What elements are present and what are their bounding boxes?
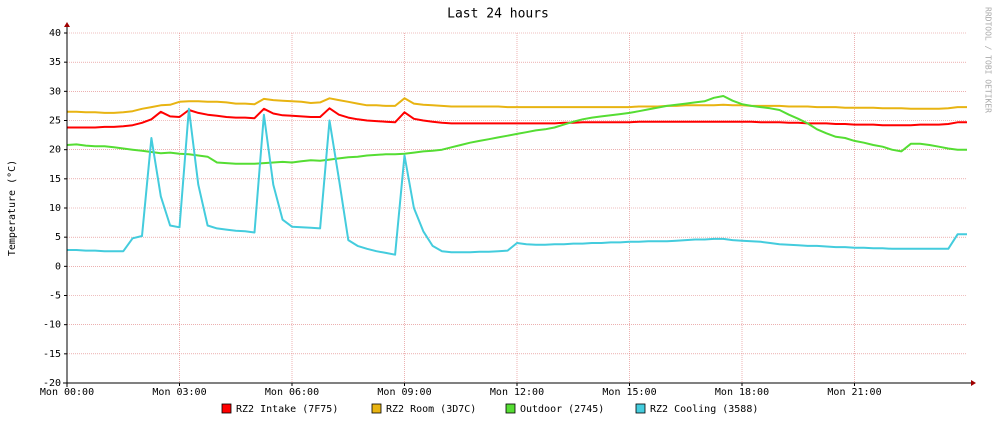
y-tick-label: 0 — [55, 261, 61, 272]
legend-swatch — [371, 403, 382, 414]
y-tick-label: 15 — [49, 174, 61, 185]
y-tick-label: 5 — [55, 232, 61, 243]
y-tick-label: -15 — [43, 349, 61, 360]
legend-swatch — [505, 403, 516, 414]
legend-label: RZ2 Intake (7F75) — [236, 404, 338, 415]
y-tick-label: 35 — [49, 57, 61, 68]
x-tick-label: Mon 09:00 — [377, 387, 431, 398]
y-tick-label: 40 — [49, 28, 61, 39]
x-tick-label: Mon 21:00 — [827, 387, 881, 398]
x-axis-arrow — [971, 380, 976, 386]
y-tick-label: -20 — [43, 378, 61, 389]
chart-title: Last 24 hours — [447, 7, 549, 22]
watermark: RRDTOOL / TOBI OETIKER — [984, 7, 993, 113]
y-tick-label: -10 — [43, 320, 61, 331]
y-tick-label: 25 — [49, 116, 61, 127]
y-tick-label: 20 — [49, 145, 61, 156]
y-tick-label: 30 — [49, 86, 61, 97]
y-axis-arrow — [64, 22, 70, 27]
x-tick-label: Mon 03:00 — [152, 387, 206, 398]
series-line — [67, 107, 967, 256]
x-tick-label: Mon 15:00 — [602, 387, 656, 398]
x-tick-label: Mon 18:00 — [715, 387, 769, 398]
series-line — [67, 107, 967, 129]
legend-swatch — [635, 403, 646, 414]
legend-swatch — [221, 403, 232, 414]
series-line — [67, 97, 967, 114]
x-tick-label: Mon 06:00 — [265, 387, 319, 398]
legend-label: Outdoor (2745) — [520, 404, 604, 415]
y-tick-label: -5 — [49, 291, 61, 302]
x-tick-label: Mon 12:00 — [490, 387, 544, 398]
series-line — [66, 95, 967, 165]
y-axis-label: Temperature (°C) — [7, 160, 18, 256]
x-tick-label: Mon 00:00 — [40, 387, 94, 398]
legend-label: RZ2 Room (3D7C) — [386, 404, 476, 415]
y-tick-label: 10 — [49, 203, 61, 214]
legend-label: RZ2 Cooling (3588) — [650, 404, 758, 415]
